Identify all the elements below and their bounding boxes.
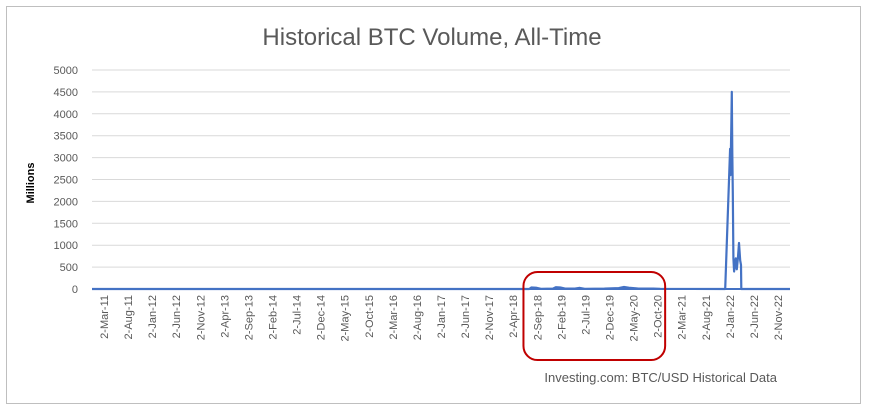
series-layer xyxy=(92,90,790,291)
x-tick-label: 2-May-20 xyxy=(629,295,641,341)
x-tick-label: 2-Feb-19 xyxy=(556,295,568,340)
x-tick-label: 2-Feb-14 xyxy=(268,295,280,340)
y-tick-label: 5000 xyxy=(54,65,78,77)
x-tick-label: 2-Dec-19 xyxy=(604,295,616,340)
highlight-box xyxy=(522,271,667,361)
x-tick-labels: 2-Mar-11 2-Aug-11 2-Jan-12 2-Jun-12 2-Nov-12… xyxy=(99,295,785,341)
x-tick-label: 2-Nov-12 xyxy=(195,295,207,340)
y-tick-labels: 0 500 1000 1500 2000 2500 3000 3500 4000 4500 5000 xyxy=(54,65,78,296)
x-tick-label: 2-May-15 xyxy=(340,295,352,341)
series-line xyxy=(92,90,790,291)
x-tick-label: 2-Jun-12 xyxy=(171,295,183,338)
chart-title: Historical BTC Volume, All-Time xyxy=(262,24,601,51)
x-tick-label: 2-Jun-22 xyxy=(749,295,761,338)
x-tick-label: 2-Nov-22 xyxy=(773,295,785,340)
y-tick-label: 4000 xyxy=(54,109,78,121)
gridlines xyxy=(92,69,790,268)
y-tick-label: 2000 xyxy=(54,196,78,208)
x-tick-label: 2-Mar-11 xyxy=(99,295,111,339)
y-tick-label: 2500 xyxy=(54,175,78,187)
x-tick-label: 2-Oct-15 xyxy=(364,295,376,338)
x-tick-label: 2-Aug-16 xyxy=(412,295,424,340)
y-tick-label: 0 xyxy=(72,284,78,296)
y-tick-label: 500 xyxy=(60,262,78,274)
x-tick-label: 2-Jan-12 xyxy=(147,295,159,338)
x-tick-label: 2-Mar-16 xyxy=(388,295,400,340)
x-tick-label: 2-Jul-14 xyxy=(292,295,304,335)
x-tick-label: 2-Nov-17 xyxy=(484,295,496,340)
x-tick-label: 2-Aug-21 xyxy=(701,295,713,340)
x-tick-label: 2-Apr-18 xyxy=(508,295,520,338)
x-tick-label: 2-Jan-22 xyxy=(725,295,737,338)
x-tick-label: 2-Dec-14 xyxy=(316,295,328,340)
y-tick-label: 1000 xyxy=(54,240,78,252)
x-tick-label: 2-Sep-13 xyxy=(243,295,255,340)
y-tick-label: 1500 xyxy=(54,218,78,230)
annotation-layer xyxy=(522,271,667,361)
y-tick-label: 3000 xyxy=(54,153,78,165)
x-tick-label: 2-Jul-19 xyxy=(580,295,592,335)
source-note: Investing.com: BTC/USD Historical Data xyxy=(544,370,777,385)
x-tick-label: 2-Aug-11 xyxy=(123,295,135,339)
x-tick-label: 2-Oct-20 xyxy=(653,295,665,338)
x-tick-label: 2-Apr-13 xyxy=(219,295,231,338)
x-tick-label: 2-Jun-17 xyxy=(460,295,472,338)
y-tick-label: 3500 xyxy=(54,131,78,143)
x-tick-label: 2-Mar-21 xyxy=(677,295,689,340)
y-tick-label: 4500 xyxy=(54,87,78,99)
x-tick-label: 2-Jan-17 xyxy=(436,295,448,338)
x-tick-label: 2-Sep-18 xyxy=(532,295,544,340)
chart-frame xyxy=(6,6,861,404)
y-axis-label: Millions xyxy=(25,163,37,204)
